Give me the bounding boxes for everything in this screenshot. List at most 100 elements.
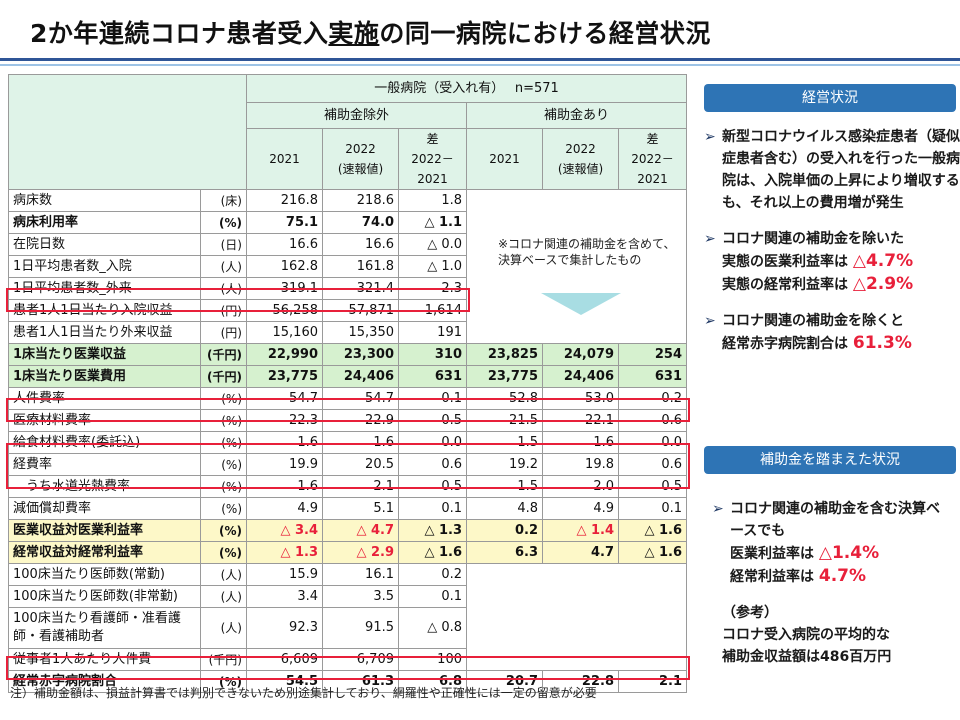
cell-value: 0.1	[398, 497, 467, 520]
row-label: 1床当たり医業費用	[8, 365, 201, 388]
table-row: 医業収益対医業利益率 (%) △ 3.4 △ 4.7 △ 1.3 0.2 △ 1.4 △ 1.…	[8, 519, 687, 542]
cell-value: 54.7	[322, 387, 399, 410]
row-label: 医業収益対医業利益率	[8, 519, 201, 542]
cell-value: 21.5	[466, 409, 543, 432]
cell-value: 0.6	[618, 409, 687, 432]
table-row: 在院日数 (日) 16.6 16.6 △ 0.0	[8, 233, 687, 256]
row-unit: (人)	[200, 277, 247, 300]
cell-value: △ 1.6	[618, 541, 687, 564]
cell-value: 1,614	[398, 299, 467, 322]
management-table: 一般病院（受入れ有） n=571 補助金除外 補助金あり 2021 2022 (速…	[8, 74, 687, 693]
cell-value: 57,871	[322, 299, 399, 322]
row-unit: (円)	[200, 321, 247, 344]
cell-value: 22.3	[246, 409, 323, 432]
cell-value: 254	[618, 343, 687, 366]
row-label: うち水道光熱費率	[8, 475, 201, 498]
cell-value: 0.5	[398, 409, 467, 432]
cell-value: 0.2	[618, 387, 687, 410]
table-row: 従事者1人あたり人件費 (千円) 6,609 6,709 100	[8, 648, 687, 671]
chevron-right-icon: ➢	[704, 231, 716, 247]
cell-value: 0.5	[398, 475, 467, 498]
row-unit: (日)	[200, 233, 247, 256]
row-label: 減価償却費率	[8, 497, 201, 520]
cell-value: 1.6	[542, 431, 619, 454]
cell-value: 54.7	[246, 387, 323, 410]
cell-value: 24,406	[542, 365, 619, 388]
cell-value: 53.0	[542, 387, 619, 410]
table-row: うち水道光熱費率 (%) 1.6 2.1 0.5 1.5 2.0 0.5	[8, 475, 687, 498]
cell-value: 16.6	[322, 233, 399, 256]
table-row: 人件費率 (%) 54.7 54.7 0.1 52.8 53.0 0.2	[8, 387, 687, 410]
cell-value: △ 1.6	[618, 519, 687, 542]
row-unit: (床)	[200, 189, 247, 212]
group-incl-header: 補助金あり	[466, 102, 687, 129]
table-row: 医療材料費率 (%) 22.3 22.9 0.5 21.5 22.1 0.6	[8, 409, 687, 432]
chevron-right-icon: ➢	[704, 129, 716, 145]
cell-value: △ 1.3	[246, 541, 323, 564]
cell-value: 1.6	[246, 431, 323, 454]
cell-value: △ 1.3	[398, 519, 467, 542]
side-header-management: 経営状況	[704, 84, 956, 112]
cell-value: 92.3	[246, 607, 323, 649]
row-label: 病床数	[8, 189, 201, 212]
cell-value: 321.4	[322, 277, 399, 300]
cell-value: 3.4	[246, 585, 323, 608]
cell-value: 4.8	[466, 497, 543, 520]
blank-region	[466, 563, 687, 671]
cell-value: 20.5	[322, 453, 399, 476]
row-unit: (%)	[200, 431, 247, 454]
cell-value: 631	[398, 365, 467, 388]
cell-value: △ 1.0	[398, 255, 467, 278]
table-row: 100床当たり医師数(非常勤) (人) 3.4 3.5 0.1	[8, 585, 687, 608]
cell-value: 216.8	[246, 189, 323, 212]
cell-value: 6.8	[398, 670, 467, 693]
cell-value: 6,609	[246, 648, 323, 671]
cell-value: 15,160	[246, 321, 323, 344]
cell-value: △ 0.8	[398, 607, 467, 649]
row-unit: (人)	[200, 255, 247, 278]
cell-value: 319.1	[246, 277, 323, 300]
title-rule-light	[0, 64, 960, 66]
cell-value: 5.1	[322, 497, 399, 520]
blank-region	[466, 189, 687, 344]
side-panel-subsidy: ➢ コロナ関連の補助金を含む決算ベースでも 医業利益率は △1.4% 経常利益率…	[712, 498, 952, 668]
row-unit: (%)	[200, 211, 247, 234]
row-label: 従事者1人あたり人件費	[8, 648, 201, 671]
table-row: 病床利用率 (%) 75.1 74.0 △ 1.1	[8, 211, 687, 234]
cell-value: 24,079	[542, 343, 619, 366]
cell-value: 23,775	[466, 365, 543, 388]
row-label: 経常収益対経常利益率	[8, 541, 201, 564]
row-unit: (%)	[200, 387, 247, 410]
table-row: 給食材料費率(委託込) (%) 1.6 1.6 0.0 1.5 1.6 0.0	[8, 431, 687, 454]
cell-value: 4.7	[542, 541, 619, 564]
side-panel-management: ➢ 新型コロナウイルス感染症患者（疑似症患者含む）の受入れを行った一般病院は、入院…	[704, 126, 960, 355]
row-label: 1日平均患者数_入院	[8, 255, 201, 278]
cell-value: △ 3.4	[246, 519, 323, 542]
cell-value: 3.5	[322, 585, 399, 608]
cell-value: 4.9	[542, 497, 619, 520]
row-unit: (千円)	[200, 343, 247, 366]
cell-value: 19.8	[542, 453, 619, 476]
cell-value: 22,990	[246, 343, 323, 366]
row-label: 経費率	[8, 453, 201, 476]
row-unit: (%)	[200, 409, 247, 432]
table-row: 病床数 (床) 216.8 218.6 1.8	[8, 189, 687, 344]
cell-value: 100	[398, 648, 467, 671]
table-row: 100床当たり医師数(常勤) (人) 15.9 16.1 0.2	[8, 563, 687, 671]
footnote: 注）補助金額は、損益計算書では判別できないため別途集計しており、網羅性や正確性に…	[10, 686, 597, 700]
cell-value: 23,300	[322, 343, 399, 366]
cell-value: 2.3	[398, 277, 467, 300]
column-header: 2021	[466, 128, 543, 190]
table-row: 1床当たり医業収益 (千円) 22,990 23,300 310 23,825 24,079…	[8, 343, 687, 366]
cell-value: 15.9	[246, 563, 323, 586]
table-row: 1日平均患者数_入院 (人) 162.8 161.8 △ 1.0	[8, 255, 687, 278]
row-label: 100床当たり看護師・准看護師・看護補助者	[8, 607, 201, 649]
cell-value: 2.1	[618, 670, 687, 693]
cell-value: 0.2	[398, 563, 467, 586]
cell-value: 22.9	[322, 409, 399, 432]
cell-value: 24,406	[322, 365, 399, 388]
cell-value: 2.1	[322, 475, 399, 498]
cell-value: 1.5	[466, 431, 543, 454]
cell-value: 4.9	[246, 497, 323, 520]
cell-value: 19.2	[466, 453, 543, 476]
